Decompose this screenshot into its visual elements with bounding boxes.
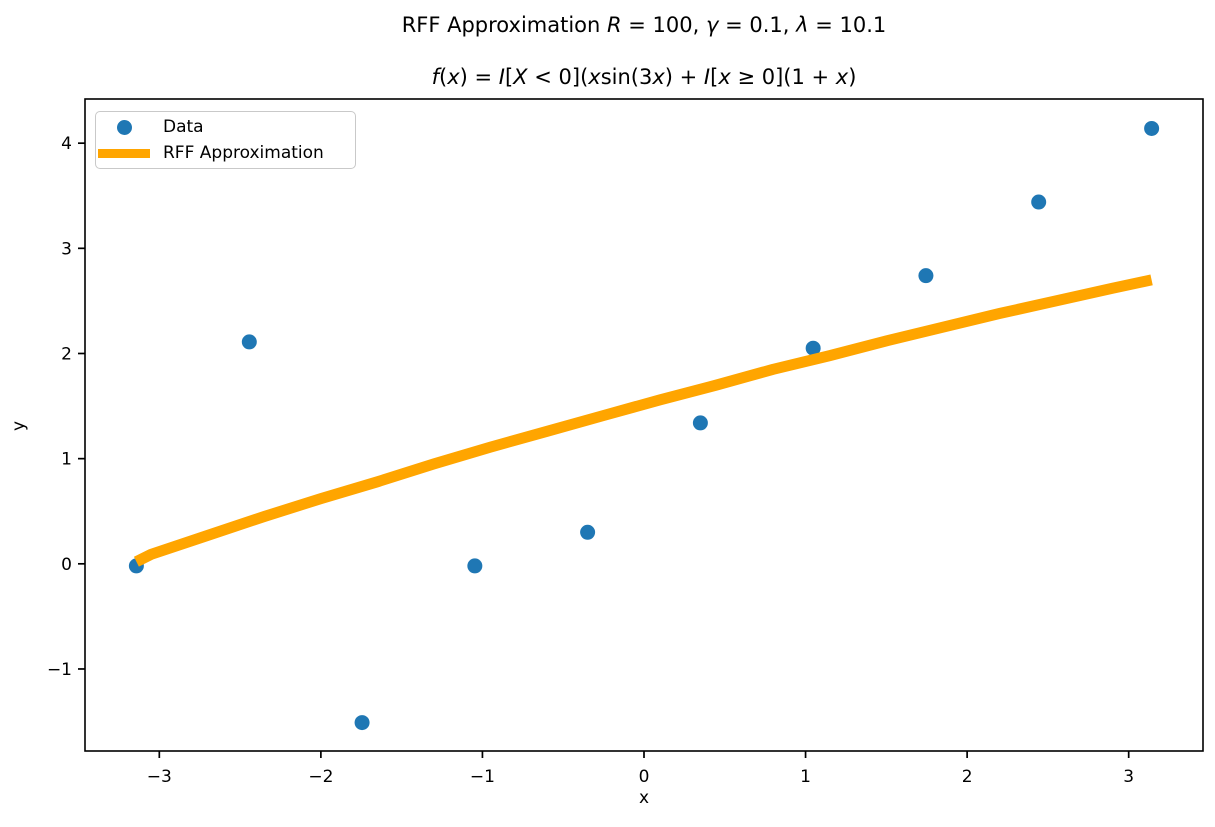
x-tick-label: 0: [639, 767, 650, 787]
x-axis-label: x: [638, 788, 650, 808]
x-tick-label: 2: [962, 767, 973, 787]
legend-marker-column: [96, 119, 152, 135]
line-marker-icon: [98, 148, 150, 158]
x-tick-label: −2: [308, 767, 333, 787]
x-tick-label: 1: [800, 767, 811, 787]
data-point: [805, 340, 821, 356]
axes-title: f(x) = I[X < 0](xsin(3x) + I[x ≥ 0](1 + …: [431, 65, 857, 89]
legend-item-rff-approximation: RFF Approximation: [96, 140, 355, 166]
y-tick-label: 3: [61, 239, 72, 259]
y-tick-label: 2: [61, 344, 72, 364]
data-point: [918, 268, 934, 284]
legend-item-data: Data: [96, 114, 355, 140]
data-point: [467, 558, 483, 574]
y-tick-label: −1: [47, 660, 72, 680]
legend-label-rff-approximation: RFF Approximation: [163, 143, 324, 163]
y-tick-label: 1: [61, 450, 72, 470]
legend: Data RFF Approximation: [95, 111, 356, 169]
axes-spines: [84, 98, 1204, 752]
data-point: [580, 524, 596, 540]
data-point: [1144, 120, 1160, 136]
rff-approximation-curve: [133, 274, 1153, 567]
legend-label-data: Data: [163, 117, 204, 137]
data-point: [692, 415, 708, 431]
figure-title: RFF Approximation R = 100, γ = 0.1, λ = …: [401, 13, 887, 37]
y-tick-label: 4: [61, 134, 72, 154]
data-point: [1031, 194, 1047, 210]
scatter-marker-icon: [116, 119, 132, 135]
y-tick-label: 0: [61, 555, 72, 575]
data-point: [241, 334, 257, 350]
y-axis-label: y: [9, 420, 30, 432]
data-point: [354, 715, 370, 731]
x-tick-label: 3: [1123, 767, 1134, 787]
x-tick-label: −3: [147, 767, 172, 787]
legend-marker-column: [96, 148, 152, 158]
x-tick-label: −1: [470, 767, 495, 787]
